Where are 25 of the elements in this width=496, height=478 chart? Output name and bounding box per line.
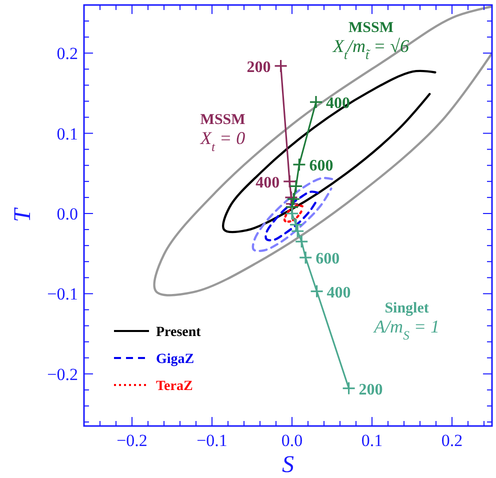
annotation: 200 [358, 381, 383, 398]
y-tick-label: −0.2 [47, 364, 78, 384]
legend-label: GigaZ [156, 352, 194, 367]
y-tick-label: −0.1 [47, 284, 78, 304]
x-tick-label: 0.2 [441, 431, 463, 450]
annotation: 600 [316, 250, 340, 268]
y-axis-title: T [10, 207, 36, 222]
x-tick-label: 0.0 [281, 431, 303, 450]
text: MSSM X$_{t}$/m$_{t̃}$ = √6 [332, 20, 410, 62]
annotation: 400 [326, 284, 351, 302]
text: Singlet A/m$_{S}$ = 1 [373, 300, 440, 342]
x-axis-title: S [282, 452, 294, 478]
legend-label: Present [156, 325, 202, 340]
legend-label: TeraZ [156, 379, 193, 394]
x-tick-label: −0.1 [196, 431, 228, 450]
annotation: 400 [326, 95, 350, 112]
text: MSSM X$_{t}$ = 0 [199, 112, 246, 154]
x-tick-label: 0.1 [361, 431, 383, 450]
annotation: 400 [256, 174, 280, 192]
annotation: 600 [309, 158, 334, 175]
y-tick-label: 0.0 [56, 204, 78, 224]
annotation: 200 [246, 58, 271, 76]
y-tick-label: 0.1 [56, 124, 78, 144]
x-tick-label: −0.2 [116, 431, 148, 450]
y-tick-label: 0.2 [56, 44, 78, 64]
